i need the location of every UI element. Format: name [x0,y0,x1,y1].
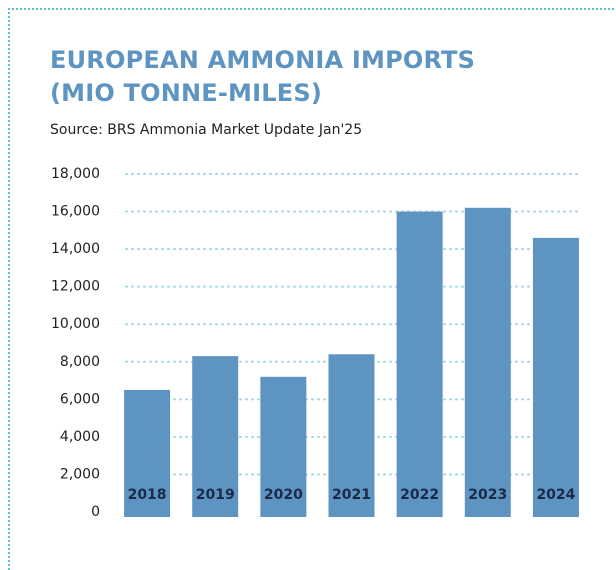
y-tick-label: 16,000 [51,204,100,220]
x-tick-label: 2023 [468,487,507,503]
x-tick-label: 2024 [536,487,575,503]
bar [532,237,579,517]
chart-page: EUROPEAN AMMONIA IMPORTS (MIO TONNE-MILE… [8,8,616,570]
bar [192,356,239,517]
bar [260,376,307,517]
x-tick-label: 2021 [332,487,371,503]
y-tick-label: 18,000 [51,166,100,182]
bar [396,211,443,518]
bar [464,207,511,518]
x-tick-label: 2018 [128,487,167,503]
x-tick-label: 2019 [196,487,235,503]
y-tick-label: 8,000 [60,354,100,370]
chart-title: EUROPEAN AMMONIA IMPORTS (MIO TONNE-MILE… [50,46,476,107]
x-tick-label: 2022 [400,487,439,503]
chart: 0 2,000 4,000 6,000 8,000 10,000 12,000 14,000 1… [51,166,579,520]
x-tick-label: 2020 [264,487,303,503]
chart-subtitle: Source: BRS Ammonia Market Update Jan'25 [50,122,363,138]
y-tick-label: 12,000 [51,279,100,295]
y-tick-label: 4,000 [60,429,100,445]
bar [328,354,375,517]
y-tick-label: 0 [91,504,100,520]
y-tick-label: 2,000 [60,466,100,482]
y-tick-label: 6,000 [60,391,100,407]
bar [124,389,171,517]
dotted-frame [8,8,616,570]
y-tick-label: 14,000 [51,241,100,257]
y-tick-label: 10,000 [51,316,100,332]
